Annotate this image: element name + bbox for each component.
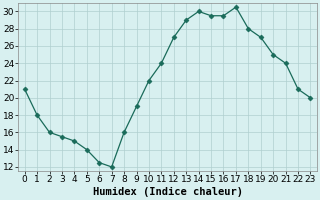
X-axis label: Humidex (Indice chaleur): Humidex (Indice chaleur) xyxy=(92,187,243,197)
